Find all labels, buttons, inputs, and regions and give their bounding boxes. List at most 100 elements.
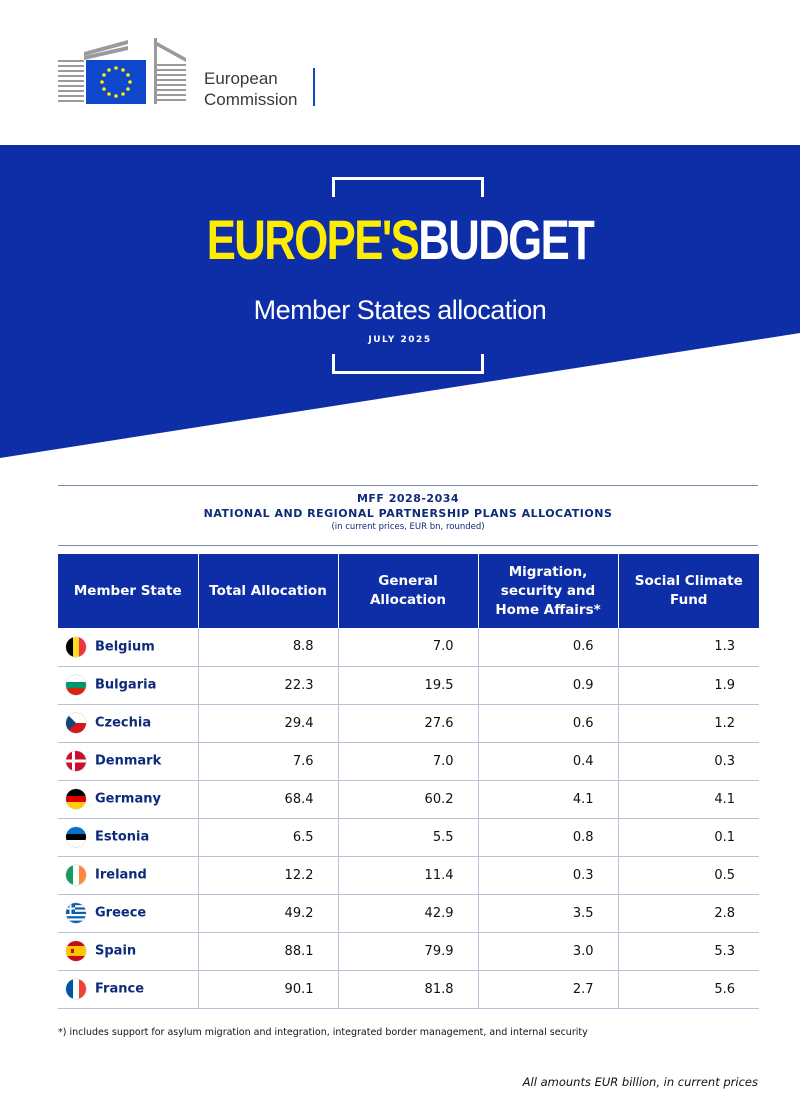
member-state-cell: Belgium	[58, 628, 199, 667]
logo-line-1: European	[204, 69, 278, 88]
table-row: Bulgaria 22.3 19.5 0.9 1.9	[58, 666, 759, 705]
czechia-flag-icon	[66, 713, 86, 733]
banner-subtitle: Member States allocation	[253, 295, 547, 325]
greece-flag-icon	[66, 903, 86, 923]
social-climate-fund-cell: 1.3	[618, 628, 759, 667]
social-climate-fund-cell: 0.3	[618, 742, 759, 781]
total-allocation-cell: 68.4	[198, 780, 339, 819]
general-allocation-cell: 79.9	[338, 932, 479, 971]
member-state-cell: France	[58, 970, 199, 1009]
total-allocation-cell: 6.5	[198, 818, 339, 857]
total-allocation-cell: 29.4	[198, 704, 339, 743]
social-climate-fund-cell: 4.1	[618, 780, 759, 819]
migration-cell: 0.6	[478, 628, 619, 667]
table-row: Germany 68.4 60.2 4.1 4.1	[58, 780, 759, 819]
member-state-cell: Spain	[58, 932, 199, 971]
denmark-flag-icon	[66, 751, 86, 771]
member-state-name: Germany	[95, 791, 161, 807]
bulgaria-flag-icon	[66, 675, 86, 695]
total-allocation-cell: 12.2	[198, 856, 339, 895]
member-state-name: France	[95, 981, 145, 997]
heading-rule-top	[58, 485, 758, 486]
social-climate-fund-cell: 0.5	[618, 856, 759, 895]
member-state-name: Bulgaria	[95, 677, 157, 693]
logo-divider	[313, 68, 315, 106]
heading-rule-bottom	[58, 545, 758, 546]
general-allocation-cell: 7.0	[338, 628, 479, 667]
social-climate-fund-cell: 2.8	[618, 894, 759, 933]
table-row: Ireland 12.2 11.4 0.3 0.5	[58, 856, 759, 895]
migration-cell: 4.1	[478, 780, 619, 819]
member-state-cell: Germany	[58, 780, 199, 819]
banner-background	[0, 145, 800, 458]
member-state-cell: Czechia	[58, 704, 199, 743]
general-allocation-cell: 19.5	[338, 666, 479, 705]
social-climate-fund-cell: 5.3	[618, 932, 759, 971]
banner-date: JULY 2025	[368, 335, 432, 345]
member-state-cell: Bulgaria	[58, 666, 199, 705]
ireland-flag-icon	[66, 865, 86, 885]
total-allocation-cell: 49.2	[198, 894, 339, 933]
table-row: Belgium 8.8 7.0 0.6 1.3	[58, 628, 759, 667]
logo-line-2: Commission	[204, 90, 298, 109]
belgium-flag-icon	[66, 636, 86, 657]
migration-cell: 0.9	[478, 666, 619, 705]
migration-cell: 0.6	[478, 704, 619, 743]
general-allocation-cell: 11.4	[338, 856, 479, 895]
table-header-row: Member State Total Allocation General Al…	[58, 554, 759, 628]
total-allocation-cell: 22.3	[198, 666, 339, 705]
member-state-name: Belgium	[95, 639, 155, 655]
heading-line-3: (in current prices, EUR bn, rounded)	[331, 522, 485, 532]
france-flag-icon	[66, 979, 86, 999]
general-allocation-cell: 81.8	[338, 970, 479, 1009]
heading-line-1: MFF 2028-2034	[356, 492, 460, 505]
member-state-cell: Estonia	[58, 818, 199, 857]
general-allocation-cell: 60.2	[338, 780, 479, 819]
column-header: Member State	[58, 554, 199, 628]
general-allocation-cell: 42.9	[338, 894, 479, 933]
migration-cell: 0.8	[478, 818, 619, 857]
table-row: Spain 88.1 79.9 3.0 5.3	[58, 932, 759, 971]
bracket-bottom	[332, 354, 484, 374]
member-state-cell: Denmark	[58, 742, 199, 781]
table-row: Estonia 6.5 5.5 0.8 0.1	[58, 818, 759, 857]
logo-text: European Commission	[204, 68, 298, 110]
member-state-name: Denmark	[95, 753, 162, 769]
heading-line-2: NATIONAL AND REGIONAL PARTNERSHIP PLANS …	[203, 507, 613, 520]
total-allocation-cell: 90.1	[198, 970, 339, 1009]
spain-flag-icon	[66, 941, 86, 961]
social-climate-fund-cell: 0.1	[618, 818, 759, 857]
member-state-cell: Ireland	[58, 856, 199, 895]
title-part-1: EUROPE'S	[206, 208, 420, 271]
member-state-name: Estonia	[95, 829, 150, 845]
member-state-cell: Greece	[58, 894, 199, 933]
column-header: General Allocation	[338, 554, 479, 628]
general-allocation-cell: 27.6	[338, 704, 479, 743]
social-climate-fund-cell: 1.2	[618, 704, 759, 743]
table-row: Denmark 7.6 7.0 0.4 0.3	[58, 742, 759, 781]
column-header: Total Allocation	[198, 554, 339, 628]
general-allocation-cell: 5.5	[338, 818, 479, 857]
migration-cell: 3.0	[478, 932, 619, 971]
bracket-top	[332, 177, 484, 197]
general-allocation-cell: 7.0	[338, 742, 479, 781]
migration-cell: 0.4	[478, 742, 619, 781]
column-header: Migration, security and Home Affairs*	[478, 554, 619, 628]
estonia-flag-icon	[66, 827, 86, 847]
migration-cell: 0.3	[478, 856, 619, 895]
migration-cell: 3.5	[478, 894, 619, 933]
table-row: Greece 49.2 42.9 3.5 2.8	[58, 894, 759, 933]
title-part-2: BUDGET	[418, 208, 595, 271]
table-heading: MFF 2028-2034 NATIONAL AND REGIONAL PART…	[58, 491, 758, 534]
table-row: Czechia 29.4 27.6 0.6 1.2	[58, 704, 759, 743]
member-state-name: Spain	[95, 943, 137, 959]
member-state-name: Ireland	[95, 867, 147, 883]
commission-building-icon	[58, 38, 186, 104]
germany-flag-icon	[66, 789, 86, 809]
member-state-name: Greece	[95, 905, 147, 921]
allocation-table: Member State Total Allocation General Al…	[58, 554, 759, 1009]
table-row: France 90.1 81.8 2.7 5.6	[58, 970, 759, 1009]
banner-title: EUROPE'SBUDGET	[88, 200, 712, 280]
column-header: Social Climate Fund	[618, 554, 759, 628]
total-allocation-cell: 7.6	[198, 742, 339, 781]
